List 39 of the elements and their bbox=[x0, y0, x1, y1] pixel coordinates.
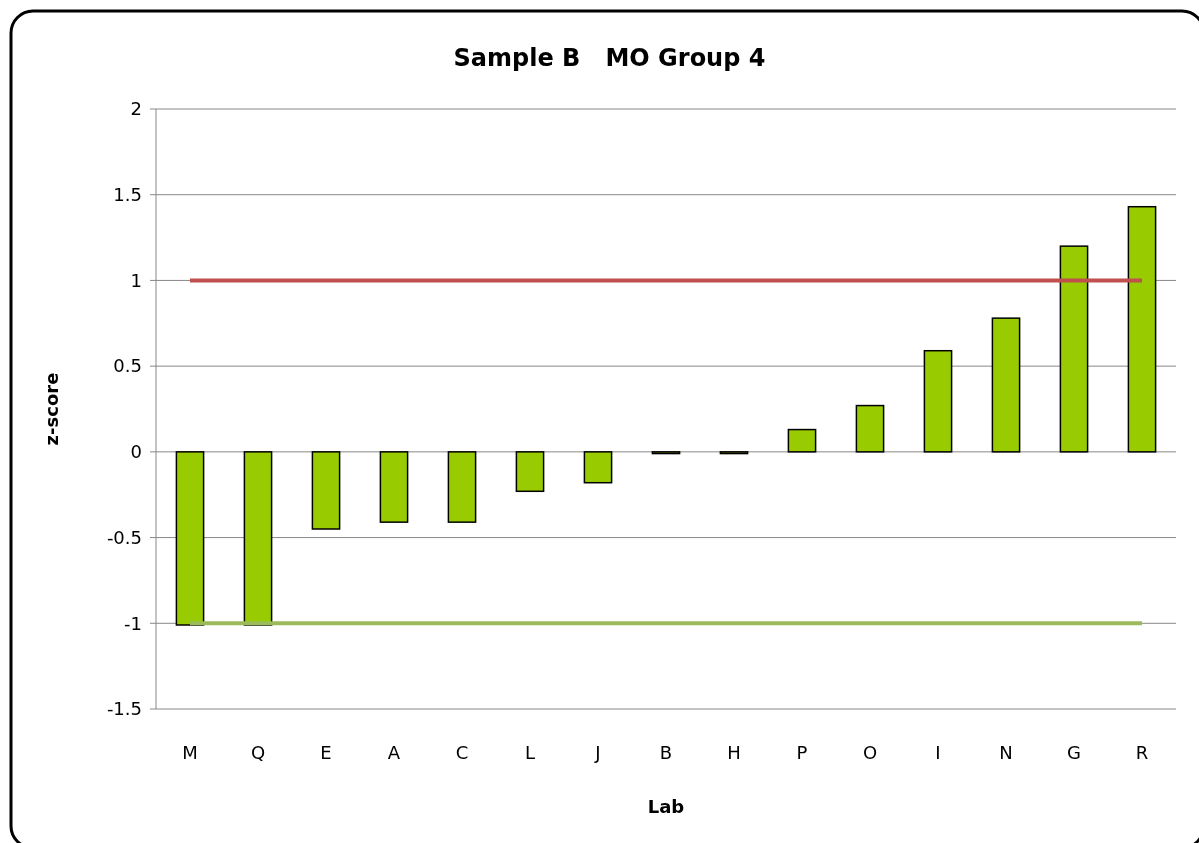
bar bbox=[855, 404, 885, 453]
bar bbox=[447, 451, 477, 523]
bar bbox=[379, 451, 409, 523]
y-tick-label: 0.5 bbox=[113, 355, 142, 377]
x-tick-label: O bbox=[862, 742, 878, 763]
y-tick-label: -0.5 bbox=[106, 526, 142, 548]
x-tick-label: E bbox=[320, 742, 332, 763]
x-tick-label: I bbox=[935, 742, 941, 763]
chart-title: Sample B MO Group 4 bbox=[453, 44, 766, 72]
y-axis-title: z-score bbox=[41, 372, 62, 446]
x-tick-label: R bbox=[1135, 742, 1149, 763]
x-tick-label: B bbox=[659, 742, 673, 763]
y-tick-label: 1 bbox=[130, 269, 142, 291]
x-tick-label: P bbox=[796, 742, 808, 763]
x-tick-label: C bbox=[455, 742, 469, 763]
y-tick-label: 0 bbox=[130, 441, 142, 463]
bar bbox=[923, 349, 953, 453]
bar bbox=[243, 451, 273, 626]
x-axis-title: Lab bbox=[647, 796, 685, 817]
bar bbox=[787, 428, 817, 453]
x-tick-label: H bbox=[727, 742, 741, 763]
x-tick-label: G bbox=[1067, 742, 1081, 763]
bar bbox=[175, 451, 205, 626]
bar bbox=[1059, 245, 1089, 453]
bar bbox=[583, 451, 613, 484]
bar bbox=[991, 317, 1021, 453]
x-tick-label: N bbox=[999, 742, 1013, 763]
x-tick-label: Q bbox=[250, 742, 266, 763]
y-tick-label: -1.5 bbox=[106, 698, 142, 720]
x-tick-label: L bbox=[524, 742, 536, 763]
x-tick-label: A bbox=[387, 742, 401, 763]
y-tick-label: -1 bbox=[124, 612, 142, 634]
bar bbox=[1127, 205, 1157, 453]
bar bbox=[311, 451, 341, 530]
y-tick-label: 2 bbox=[130, 98, 142, 120]
y-tick-label: 1.5 bbox=[113, 184, 142, 206]
x-tick-label: M bbox=[182, 742, 198, 763]
bar bbox=[515, 451, 545, 493]
x-tick-label: J bbox=[594, 742, 601, 763]
